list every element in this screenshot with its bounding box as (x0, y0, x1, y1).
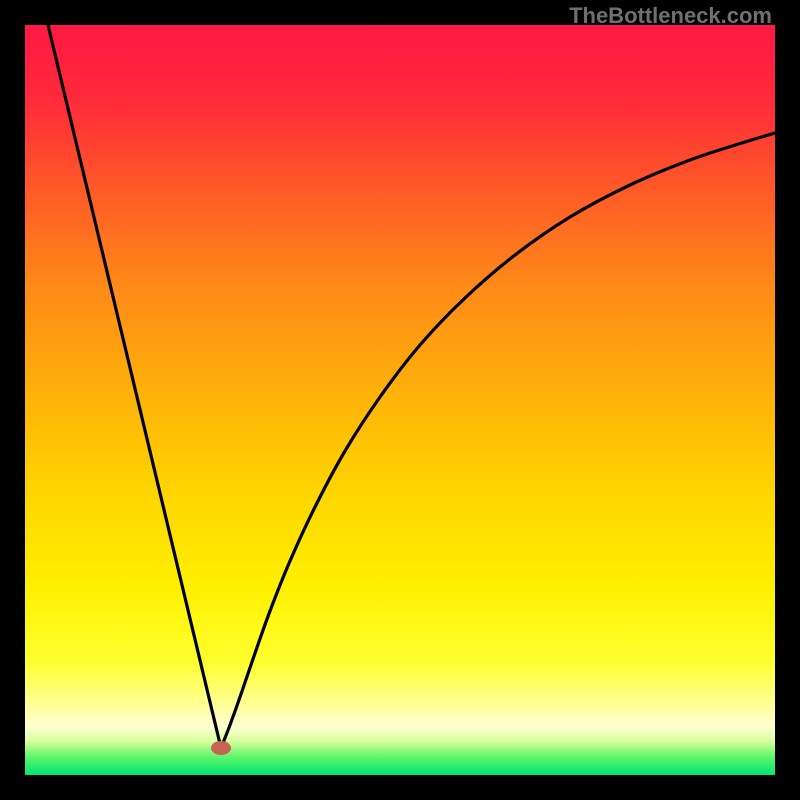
curve-layer (0, 0, 800, 800)
minimum-marker (211, 741, 231, 755)
watermark-text: TheBottleneck.com (569, 3, 772, 29)
curve-right-branch (221, 133, 775, 748)
curve-left-branch (48, 25, 221, 748)
chart-frame: TheBottleneck.com (0, 0, 800, 800)
